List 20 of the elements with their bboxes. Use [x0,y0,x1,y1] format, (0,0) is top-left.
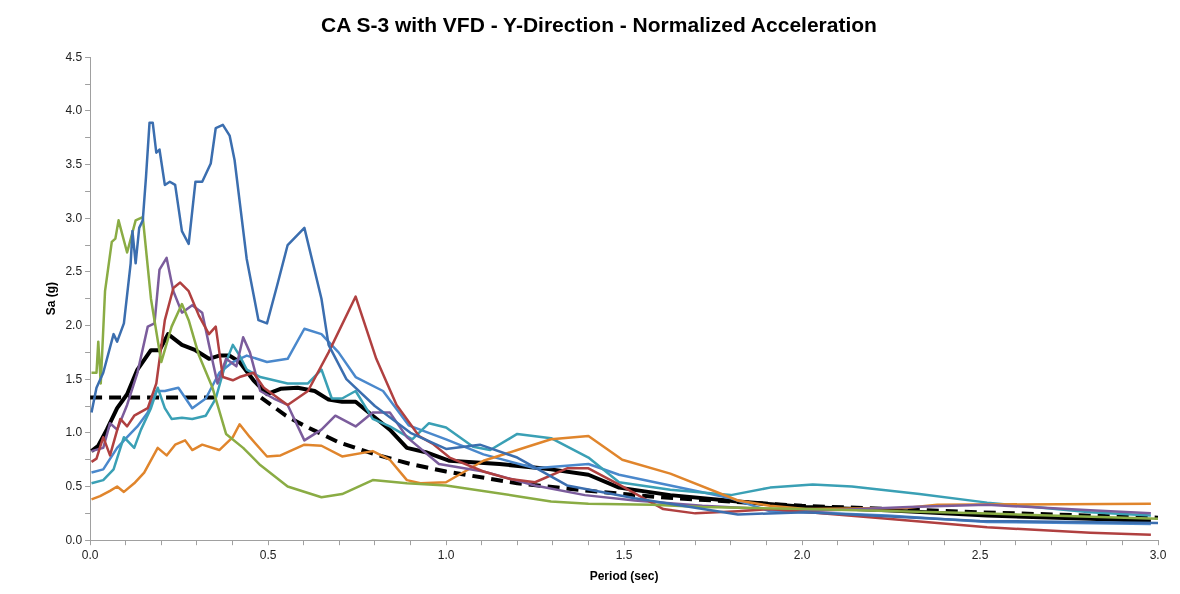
x-tick-label: 3.0 [1149,547,1167,562]
y-tick-label: 1.0 [65,425,83,440]
x-tick-label: 2.0 [793,547,811,562]
y-tick-label: 2.0 [65,317,83,332]
y-tick-label: 3.0 [65,210,83,225]
y-tick-label: 4.0 [65,103,83,118]
x-tick-label: 0.0 [81,547,99,562]
y-tick-label: 0.0 [65,532,83,547]
x-tick-label: 1.5 [615,547,633,562]
y-axis-title: Sa (g) [43,282,58,316]
x-axis-title: Period (sec) [589,569,659,584]
x-tick-label: 1.0 [437,547,455,562]
chart-title: CA S-3 with VFD - Y-Direction - Normalized Acceleration [321,13,877,37]
y-tick-label: 0.5 [65,478,83,493]
x-tick-label: 2.5 [971,547,989,562]
y-tick-label: 1.5 [65,371,83,386]
y-tick-label: 4.5 [65,49,83,64]
y-tick-label: 2.5 [65,264,83,279]
y-tick-label: 3.5 [65,156,83,171]
x-tick-label: 0.5 [259,547,277,562]
